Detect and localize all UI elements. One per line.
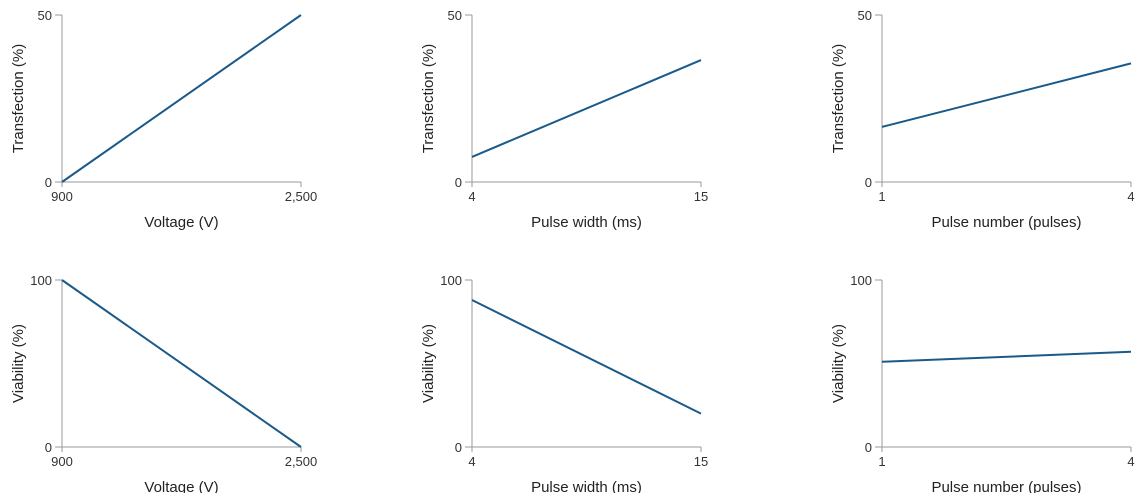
y-axis-title: Viability (%) <box>10 324 27 403</box>
y-tick-label: 100 <box>440 273 462 288</box>
x-axis-title: Pulse width (ms) <box>531 479 642 493</box>
chart-panel-3: 0 50 1 4 Pulse number (pulses) Transfection (… <box>830 8 1135 231</box>
y-tick-label: 50 <box>858 8 872 23</box>
y-tick-label: 50 <box>448 8 462 23</box>
y-tick-label: 100 <box>30 273 52 288</box>
x-axis-title: Voltage (V) <box>144 214 218 231</box>
data-line <box>881 350 1132 363</box>
x-tick-label: 1 <box>878 454 885 469</box>
data-line <box>471 299 702 415</box>
x-axis-title: Pulse width (ms) <box>531 214 642 231</box>
y-axis-title: Transfection (%) <box>420 44 437 153</box>
chart-panel-6: 0 100 1 4 Pulse number (pulses) Viability (%) <box>830 273 1135 493</box>
y-axis-title: Viability (%) <box>830 324 847 403</box>
chart-panel-4: 0 100 900 2,500 Voltage (V) Viability (%) <box>10 273 317 493</box>
y-tick-label: 0 <box>45 175 52 190</box>
x-axis-title: Voltage (V) <box>144 479 218 493</box>
x-tick-label: 4 <box>1127 189 1134 204</box>
x-tick-label: 900 <box>51 189 73 204</box>
x-axis-title: Pulse number (pulses) <box>931 479 1081 493</box>
y-tick-label: 0 <box>865 175 872 190</box>
y-tick-label: 0 <box>45 440 52 455</box>
x-tick-label: 15 <box>694 454 708 469</box>
x-tick-label: 15 <box>694 189 708 204</box>
y-axis-title: Transfection (%) <box>10 44 27 153</box>
data-line <box>471 59 702 158</box>
y-axis-title: Transfection (%) <box>830 44 847 153</box>
x-tick-label: 4 <box>468 454 475 469</box>
chart-panel-1: 0 50 900 2,500 Voltage (V) Transfection (%) <box>10 8 317 231</box>
y-tick-label: 0 <box>865 440 872 455</box>
y-tick-label: 0 <box>455 175 462 190</box>
y-tick-label: 50 <box>38 8 52 23</box>
y-tick-label: 0 <box>455 440 462 455</box>
y-tick-label: 100 <box>850 273 872 288</box>
data-line <box>61 279 302 448</box>
x-tick-label: 900 <box>51 454 73 469</box>
data-line <box>881 62 1132 128</box>
chart-panel-5: 0 100 4 15 Pulse width (ms) Viability (%) <box>420 273 708 493</box>
x-tick-label: 2,500 <box>285 454 318 469</box>
data-line <box>61 14 302 183</box>
x-tick-label: 1 <box>878 189 885 204</box>
chart-panel-2: 0 50 4 15 Pulse width (ms) Transfection (%) <box>420 8 708 231</box>
x-tick-label: 4 <box>1127 454 1134 469</box>
x-axis-title: Pulse number (pulses) <box>931 214 1081 231</box>
x-tick-label: 2,500 <box>285 189 318 204</box>
y-axis-title: Viability (%) <box>420 324 437 403</box>
x-tick-label: 4 <box>468 189 475 204</box>
